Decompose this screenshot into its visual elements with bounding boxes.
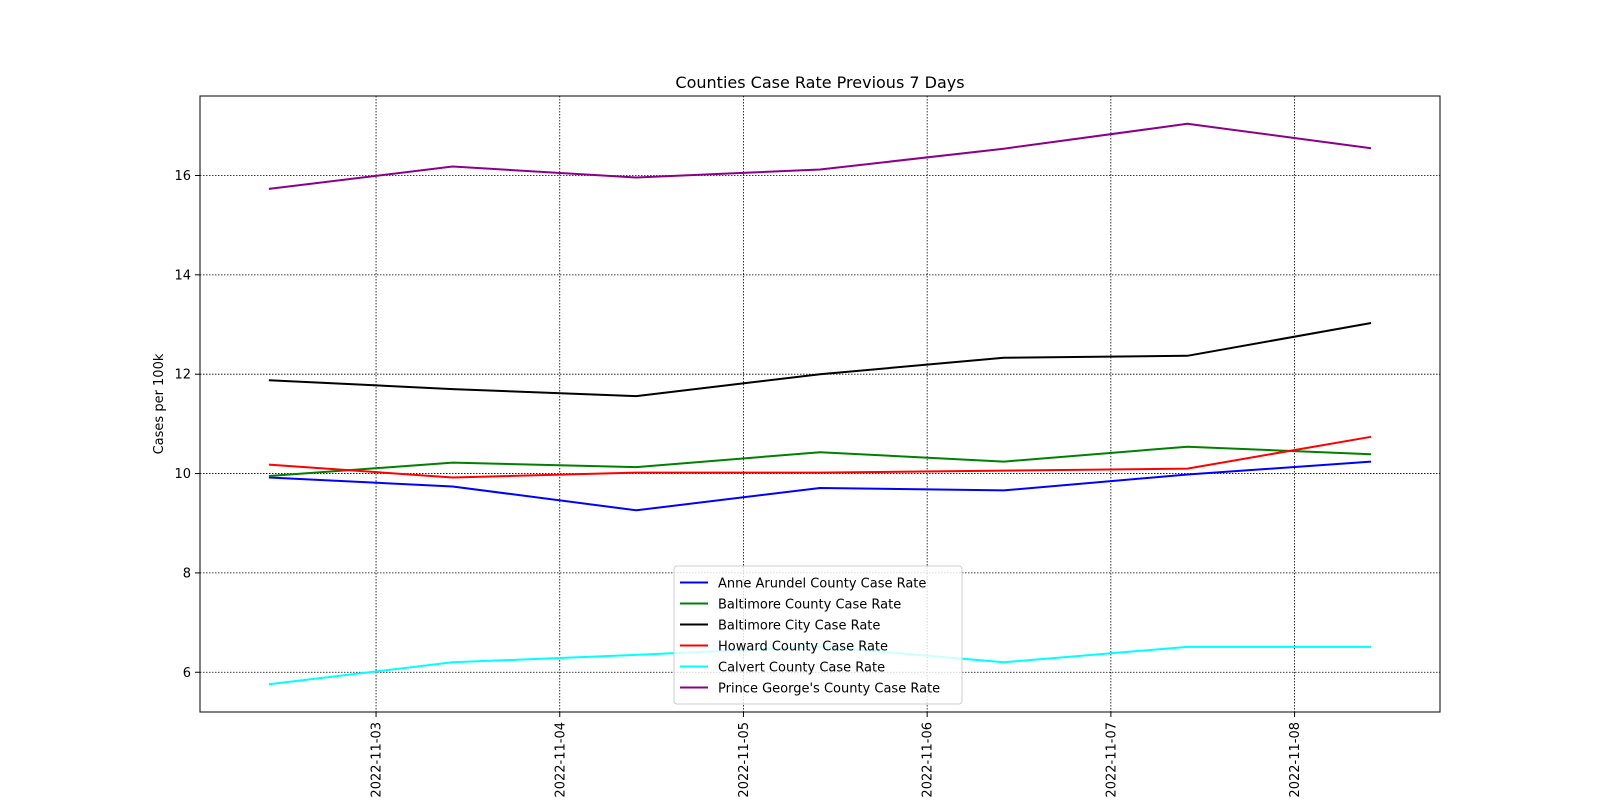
- y-tick-label: 6: [183, 666, 191, 681]
- y-tick-layer: 6 8 10 12 14 16: [174, 169, 200, 681]
- x-tick-label: 2022-11-07: [1104, 722, 1119, 798]
- x-tick-label: 2022-11-06: [921, 722, 936, 798]
- legend-label: Prince George's County Case Rate: [718, 682, 940, 697]
- x-tick-label: 2022-11-03: [370, 722, 385, 798]
- series-line-5: [268, 122, 1372, 190]
- legend-label: Anne Arundel County Case Rate: [718, 577, 926, 592]
- x-tick-label: 2022-11-08: [1288, 722, 1303, 798]
- y-tick-label: 14: [174, 268, 191, 283]
- x-tick-layer: 2022-11-03 2022-11-04 2022-11-05 2022-11-06…: [370, 712, 1303, 798]
- y-tick-label: 10: [174, 467, 191, 482]
- legend-label: Howard County Case Rate: [718, 640, 888, 655]
- series-line-1: [268, 445, 1372, 477]
- legend-label: Baltimore City Case Rate: [718, 619, 880, 634]
- plot-frame: [199, 95, 1441, 713]
- chart-title: Counties Case Rate Previous 7 Days: [675, 73, 964, 92]
- series-line-2: [268, 322, 1372, 398]
- x-tick-label: 2022-11-04: [553, 722, 568, 798]
- y-tick-label: 8: [183, 566, 191, 581]
- series-line-3: [268, 435, 1372, 479]
- y-tick-label: 16: [174, 169, 191, 184]
- y-tick-label: 12: [174, 368, 191, 383]
- series-line-0: [268, 460, 1372, 512]
- y-axis-label: Cases per 100k: [152, 353, 167, 454]
- legend-label: Baltimore County Case Rate: [718, 598, 901, 613]
- legend-box: [673, 565, 963, 705]
- legend: Anne Arundel County Case Rate Baltimore C…: [673, 565, 963, 705]
- x-tick-label: 2022-11-05: [737, 722, 752, 798]
- legend-label: Calvert County Case Rate: [718, 661, 885, 676]
